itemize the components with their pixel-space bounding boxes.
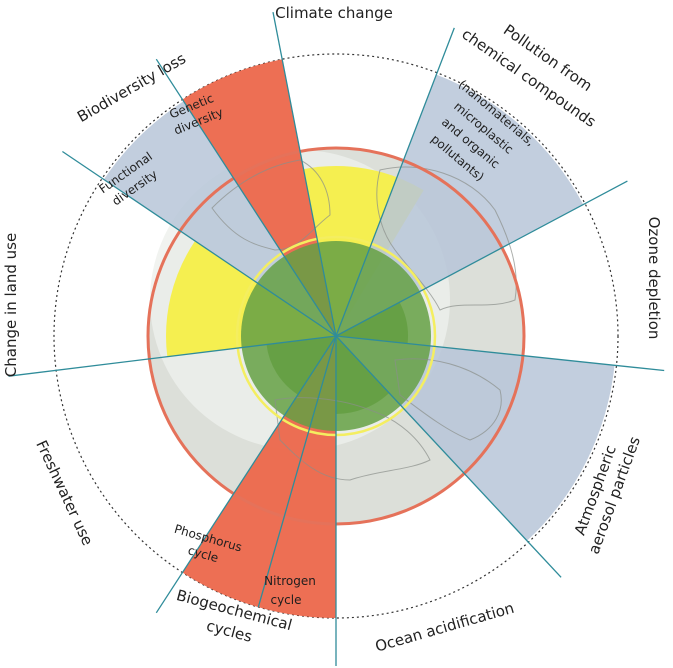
label-nitrogen-cycle: Nitrogen cycle [264, 574, 316, 607]
outer-dotted-circle [53, 53, 619, 619]
label-ozone-depletion: Ozone depletion [645, 217, 663, 340]
axis-line-3 [335, 180, 628, 337]
axis-line-10 [62, 150, 337, 337]
label-freshwater-use: Freshwater use [32, 437, 96, 548]
axis-lines [8, 11, 665, 666]
axis-line-11 [155, 58, 337, 337]
label-change-in-land-use: Change in land use [2, 233, 20, 377]
axis-line-2 [335, 27, 455, 337]
label-ocean-acidification: Ocean acidification [373, 599, 516, 656]
axis-line-5 [335, 335, 562, 578]
continent-outlines [211, 159, 517, 481]
label-climate-change: Climate change [275, 4, 393, 22]
axis-line-1 [272, 11, 337, 337]
svg-text:cycle: cycle [270, 593, 301, 607]
axis-line-9 [8, 335, 337, 377]
axis-line-4 [335, 335, 665, 372]
axis-line-7 [257, 335, 337, 608]
axis-line-8 [155, 335, 337, 614]
svg-text:Nitrogen: Nitrogen [264, 574, 316, 588]
